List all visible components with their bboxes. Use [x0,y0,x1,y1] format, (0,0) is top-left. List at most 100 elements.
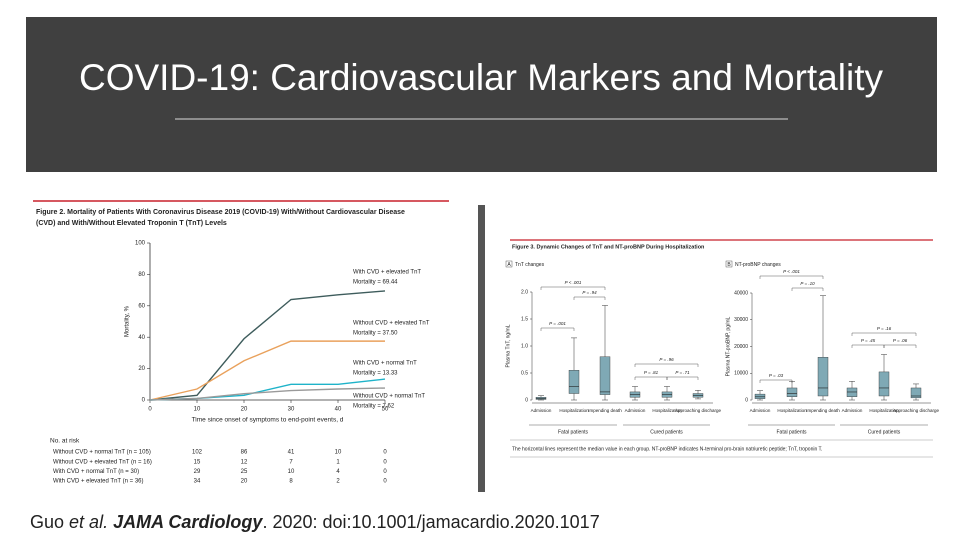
risk-count: 2 [336,479,340,485]
risk-count: 86 [241,450,248,456]
category-label: Hospitalization [777,408,807,413]
citation-journal: JAMA Cardiology [113,512,263,532]
comparison-bracket [540,327,575,331]
x-tick-label: 20 [241,407,248,413]
category-label: Approaching discharge [893,408,940,413]
panel-letter-box [505,260,513,268]
x-tick-label: 10 [194,407,201,413]
category-label: Approaching discharge [675,408,722,413]
citation-author: Guo [30,512,64,532]
series-label: With CVD + normal TnT [353,361,417,367]
risk-count: 41 [288,450,295,456]
y-tick-label: 0 [142,398,146,404]
risk-count: 10 [335,450,342,456]
figure-note: The horizontal lines represent the media… [512,446,822,452]
y-tick-label: 60 [138,303,145,309]
box [817,357,829,397]
comparison-label: P = .06 [893,338,908,343]
y-tick-label: 1.0 [521,343,528,349]
y-tick-label: 10000 [734,371,748,377]
group-label: Fatal patients [776,429,807,435]
panel-title: NT-proBNP changes [735,262,781,268]
category-label: Admission [625,408,646,413]
y-tick-label: 0.5 [521,370,528,376]
figure-title: Figure 2. Mortality of Patients With Cor… [36,209,405,216]
risk-count: 0 [383,479,387,485]
risk-count: 102 [192,450,203,456]
slide-title: COVID-19: Cardiovascular Markers and Mor… [79,57,883,98]
risk-row-label: With CVD + normal TnT (n = 30) [53,469,139,475]
category-label: Admission [750,408,771,413]
category-label: Impending death [588,408,622,413]
citation-etal: et al. [69,512,108,532]
x-tick-label: 40 [335,407,342,413]
y-axis-label: Mortality, % [125,305,131,337]
y-tick-label: 100 [135,241,146,247]
category-label: Hospitalization [652,408,682,413]
comparison-bracket [851,332,917,336]
comparison-label: P = .45 [861,338,876,343]
comparison-label: P = .03 [769,373,784,378]
comparison-label: P = .10 [800,281,815,286]
category-label: Impending death [806,408,840,413]
panel-title: TnT changes [515,262,545,268]
panel-letter: B [727,262,731,268]
comparison-label: P < .001 [783,269,800,274]
category-label: Admission [842,408,863,413]
figure-title: (CVD) and With/Without Elevated Troponin… [36,220,227,227]
group-label: Cured patients [868,429,901,435]
risk-row-label: With CVD + elevated TnT (n = 36) [53,479,144,485]
x-axis-label: Time since onset of symptoms to end-poin… [192,417,344,424]
figure-2 [33,197,449,495]
comparison-label: P < .001 [565,280,582,285]
y-tick-label: 40 [138,335,145,341]
risk-count: 12 [241,459,248,465]
risk-count: 29 [194,469,201,475]
box [599,356,611,395]
category-label: Hospitalization [869,408,899,413]
risk-row-label: Without CVD + elevated TnT (n = 16) [53,459,152,465]
box [786,387,798,397]
series-end-label: Mortality = 7.62 [353,404,395,410]
series-label: Without CVD + elevated TnT [353,321,430,327]
risk-count: 0 [383,450,387,456]
comparison-bracket [851,344,885,348]
box [568,370,580,394]
series-line [149,340,385,401]
risk-row-label: Without CVD + normal TnT (n = 105) [53,450,151,456]
y-tick-label: 30000 [734,317,748,323]
series-end-label: Mortality = 37.50 [353,331,398,337]
comparison-bracket [540,286,606,290]
panel-letter: A [507,262,511,268]
risk-count: 0 [383,469,387,475]
citation: Guo et al. JAMA Cardiology. 2020: doi:10… [30,512,600,532]
comparison-label: P = .001 [549,321,566,326]
series-label: Without CVD + normal TnT [353,394,425,400]
comparison-label: P = .16 [877,326,892,331]
category-label: Hospitalization [559,408,589,413]
series-label: With CVD + elevated TnT [353,270,421,276]
x-tick-label: 30 [288,407,295,413]
box [846,387,858,397]
header-band [26,17,937,172]
comparison-label: P = .71 [675,370,690,375]
series-line [149,290,386,401]
y-tick-label: 1.5 [521,316,528,322]
y-tick-label: 20000 [734,344,748,350]
series-line [149,387,386,401]
risk-count: 1 [336,459,340,465]
risk-title: No. at risk [50,438,80,445]
group-label: Fatal patients [558,429,589,435]
x-tick-label: 50 [382,407,389,413]
box [878,371,890,397]
comparison-label: P = .94 [582,290,597,295]
series-end-label: Mortality = 69.44 [353,280,398,286]
risk-count: 20 [241,479,248,485]
comparison-bracket [634,363,699,367]
y-axis-label: Plasma NT-proBNP, pg/mL [725,316,731,376]
y-tick-label: 0 [525,397,528,403]
y-tick-label: 40000 [734,290,748,296]
y-tick-label: 2.0 [521,289,528,295]
